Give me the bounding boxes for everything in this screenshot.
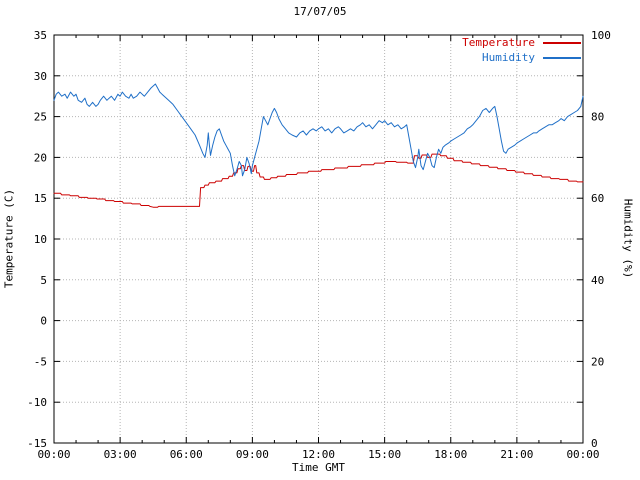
svg-text:80: 80	[591, 111, 604, 124]
svg-text:00:00: 00:00	[37, 448, 70, 461]
svg-text:06:00: 06:00	[170, 448, 203, 461]
svg-text:12:00: 12:00	[302, 448, 335, 461]
x-axis-label: Time GMT	[292, 461, 345, 474]
svg-text:-10: -10	[27, 396, 47, 409]
svg-text:100: 100	[591, 29, 611, 42]
svg-text:-15: -15	[27, 437, 47, 450]
svg-text:-5: -5	[34, 355, 47, 368]
svg-text:0: 0	[40, 315, 47, 328]
legend-label-humidity: Humidity	[482, 51, 535, 64]
svg-text:40: 40	[591, 274, 604, 287]
svg-text:20: 20	[591, 355, 604, 368]
legend: Temperature Humidity	[462, 36, 581, 64]
svg-text:00:00: 00:00	[566, 448, 599, 461]
svg-text:20: 20	[34, 151, 47, 164]
y-axis-label-humidity: Humidity (%)	[621, 198, 635, 279]
svg-text:15:00: 15:00	[368, 448, 401, 461]
y-axis-label-temperature: Temperature (C)	[2, 188, 16, 289]
chart-title: 17/07/05	[293, 5, 347, 18]
svg-text:5: 5	[40, 274, 47, 287]
svg-text:30: 30	[34, 70, 47, 83]
legend-label-temperature: Temperature	[462, 36, 535, 49]
svg-text:21:00: 21:00	[500, 448, 533, 461]
svg-text:60: 60	[591, 192, 604, 205]
svg-text:0: 0	[591, 437, 598, 450]
legend-line-sample-temperature	[543, 41, 581, 44]
svg-text:18:00: 18:00	[434, 448, 467, 461]
svg-text:25: 25	[34, 111, 47, 124]
svg-text:35: 35	[34, 29, 47, 42]
svg-text:15: 15	[34, 192, 47, 205]
svg-text:09:00: 09:00	[236, 448, 269, 461]
legend-line-sample-humidity	[543, 56, 581, 59]
svg-text:10: 10	[34, 233, 47, 246]
svg-text:03:00: 03:00	[104, 448, 137, 461]
legend-item-humidity: Humidity	[462, 51, 581, 64]
legend-item-temperature: Temperature	[462, 36, 581, 49]
